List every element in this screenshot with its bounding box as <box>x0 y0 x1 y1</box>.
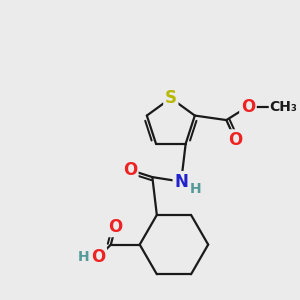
Text: O: O <box>91 248 105 266</box>
Text: O: O <box>108 218 122 236</box>
Text: CH₃: CH₃ <box>270 100 298 114</box>
Text: H: H <box>78 250 90 264</box>
Text: N: N <box>174 172 188 190</box>
Text: H: H <box>190 182 201 196</box>
Text: O: O <box>123 161 137 179</box>
Text: O: O <box>241 98 255 116</box>
Text: S: S <box>165 89 177 107</box>
Text: O: O <box>228 131 242 149</box>
